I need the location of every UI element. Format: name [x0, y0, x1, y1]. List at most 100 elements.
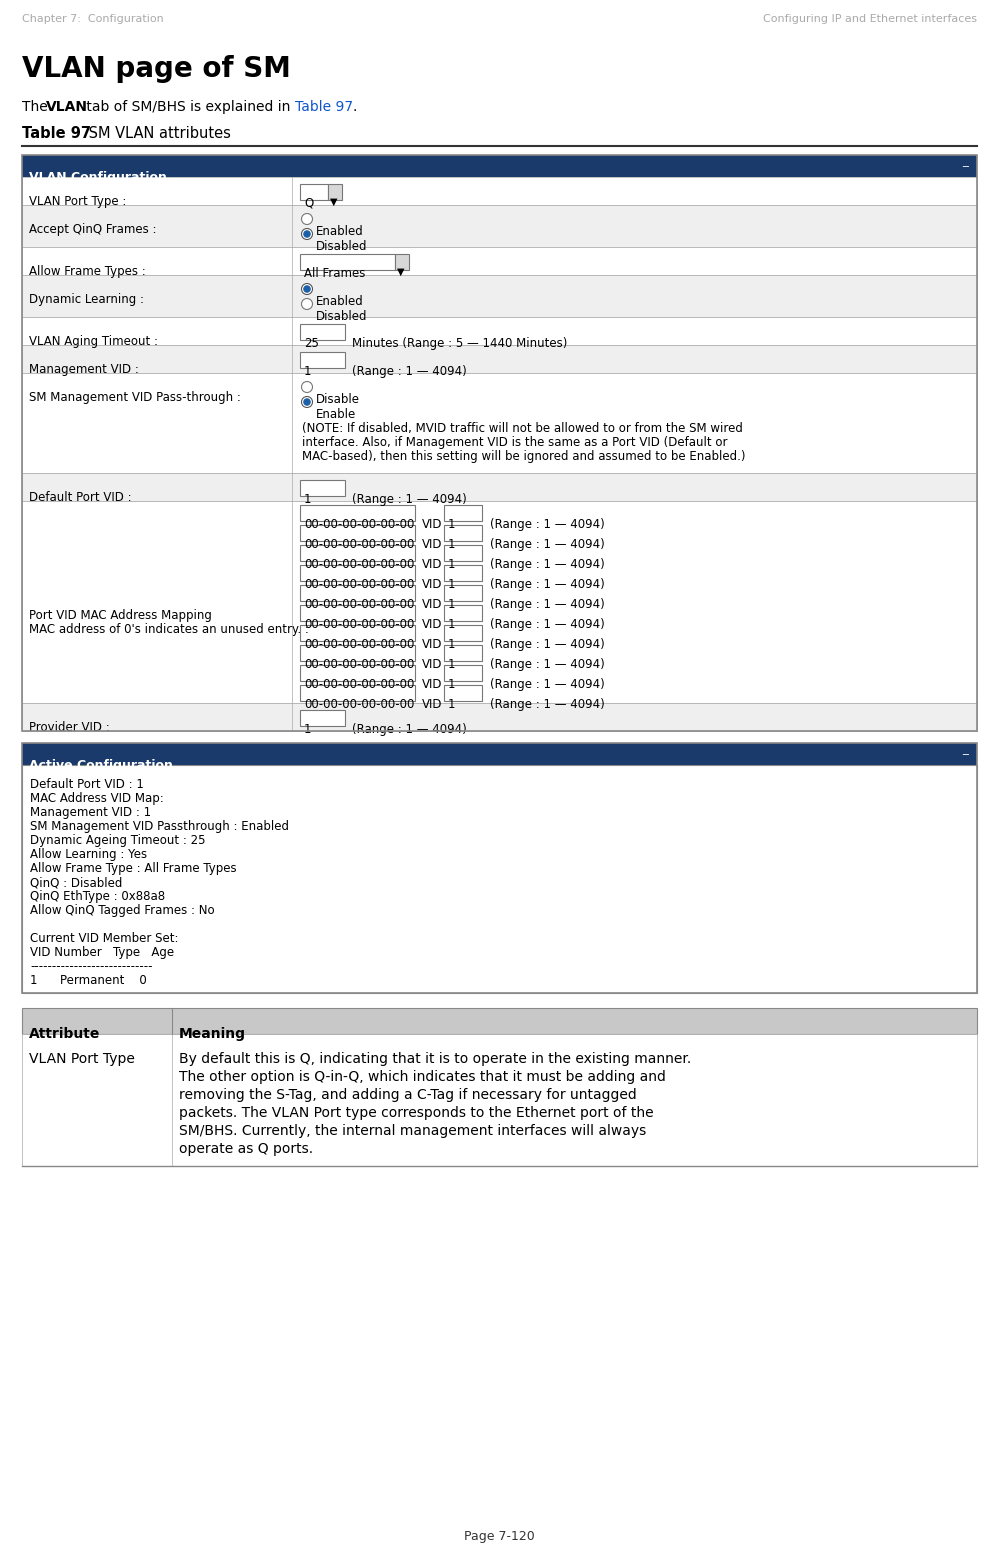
Text: (Range : 1 — 4094): (Range : 1 — 4094): [490, 617, 604, 631]
Text: (Range : 1 — 4094): (Range : 1 — 4094): [490, 698, 604, 711]
Text: Allow Learning : Yes: Allow Learning : Yes: [30, 847, 147, 861]
Bar: [22, 156, 977, 177]
Text: VID: VID: [422, 698, 443, 711]
Text: VID: VID: [422, 558, 443, 571]
Bar: [22, 205, 977, 247]
Bar: [444, 666, 482, 681]
Text: tab of SM/BHS is explained in: tab of SM/BHS is explained in: [82, 100, 295, 114]
Text: Page 7-120: Page 7-120: [464, 1530, 534, 1543]
Text: Chapter 7:  Configuration: Chapter 7: Configuration: [22, 14, 164, 23]
Text: Dynamic Ageing Timeout : 25: Dynamic Ageing Timeout : 25: [30, 833, 206, 847]
Bar: [300, 505, 415, 521]
Text: 00-00-00-00-00-00: 00-00-00-00-00-00: [304, 678, 415, 690]
Circle shape: [302, 397, 313, 407]
Text: Table 97: Table 97: [22, 126, 91, 142]
Text: VID: VID: [422, 638, 443, 652]
Text: Dynamic Learning :: Dynamic Learning :: [29, 292, 144, 306]
Text: Disabled: Disabled: [316, 309, 368, 323]
Text: 1: 1: [448, 698, 456, 711]
Bar: [300, 585, 415, 600]
Bar: [444, 564, 482, 582]
Text: 1: 1: [304, 493, 312, 505]
Bar: [22, 743, 977, 994]
Bar: [300, 526, 415, 541]
Text: Management VID : 1: Management VID : 1: [30, 805, 151, 819]
Bar: [444, 645, 482, 661]
Text: 00-00-00-00-00-00: 00-00-00-00-00-00: [304, 578, 415, 591]
Bar: [300, 564, 415, 582]
Text: 1      Permanent    0: 1 Permanent 0: [30, 973, 147, 987]
Text: operate as Q ports.: operate as Q ports.: [179, 1141, 313, 1155]
Text: Disabled: Disabled: [316, 239, 368, 253]
Text: Meaning: Meaning: [179, 1026, 246, 1040]
Bar: [300, 686, 415, 701]
Text: Accept QinQ Frames :: Accept QinQ Frames :: [29, 222, 157, 236]
Text: Active Configuration: Active Configuration: [29, 759, 173, 771]
Text: 1: 1: [448, 678, 456, 690]
Text: removing the S-Tag, and adding a C-Tag if necessary for untagged: removing the S-Tag, and adding a C-Tag i…: [179, 1088, 636, 1102]
Text: 00-00-00-00-00-00: 00-00-00-00-00-00: [304, 638, 415, 652]
Text: SM/BHS. Currently, the internal management interfaces will always: SM/BHS. Currently, the internal manageme…: [179, 1124, 646, 1138]
Bar: [300, 605, 415, 620]
Text: 1: 1: [448, 617, 456, 631]
Text: Attribute: Attribute: [29, 1026, 100, 1040]
Text: .: .: [353, 100, 358, 114]
Text: 00-00-00-00-00-00: 00-00-00-00-00-00: [304, 538, 415, 550]
Text: Enabled: Enabled: [316, 295, 364, 308]
Bar: [22, 275, 977, 317]
Bar: [444, 686, 482, 701]
Text: Table 97: Table 97: [295, 100, 353, 114]
Text: (Range : 1 — 4094): (Range : 1 — 4094): [352, 723, 467, 736]
Text: 1: 1: [304, 365, 312, 378]
Text: All Frames: All Frames: [304, 267, 366, 280]
Bar: [22, 177, 977, 205]
Text: VLAN page of SM: VLAN page of SM: [22, 54, 291, 82]
Text: Allow Frame Type : All Frame Types: Allow Frame Type : All Frame Types: [30, 861, 237, 875]
Bar: [300, 323, 345, 341]
Text: ▼: ▼: [397, 267, 405, 277]
Text: (Range : 1 — 4094): (Range : 1 — 4094): [490, 518, 604, 530]
Text: packets. The VLAN Port type corresponds to the Ethernet port of the: packets. The VLAN Port type corresponds …: [179, 1106, 653, 1120]
Text: 00-00-00-00-00-00: 00-00-00-00-00-00: [304, 558, 415, 571]
Bar: [444, 526, 482, 541]
Text: VID: VID: [422, 599, 443, 611]
Text: 1: 1: [448, 518, 456, 530]
Bar: [444, 605, 482, 620]
Text: (Range : 1 — 4094): (Range : 1 — 4094): [490, 599, 604, 611]
Bar: [444, 544, 482, 561]
Text: 1: 1: [448, 658, 456, 672]
Text: By default this is Q, indicating that it is to operate in the existing manner.: By default this is Q, indicating that it…: [179, 1053, 691, 1067]
Bar: [300, 544, 415, 561]
Text: ─: ─: [962, 162, 968, 173]
Text: ▼: ▼: [330, 197, 338, 207]
Bar: [300, 645, 415, 661]
Text: VID: VID: [422, 578, 443, 591]
Text: 1: 1: [304, 723, 312, 736]
Text: (Range : 1 — 4094): (Range : 1 — 4094): [352, 493, 467, 505]
Text: (Range : 1 — 4094): (Range : 1 — 4094): [490, 558, 604, 571]
Text: VID: VID: [422, 518, 443, 530]
Bar: [300, 183, 328, 201]
Bar: [22, 247, 977, 275]
Text: 1: 1: [448, 538, 456, 550]
Text: 1: 1: [448, 558, 456, 571]
Text: 1: 1: [448, 638, 456, 652]
Text: 1: 1: [448, 578, 456, 591]
Circle shape: [302, 381, 313, 392]
Bar: [22, 317, 977, 345]
Text: 25: 25: [304, 337, 319, 350]
Circle shape: [302, 283, 313, 294]
Text: (Range : 1 — 4094): (Range : 1 — 4094): [352, 365, 467, 378]
Text: VLAN: VLAN: [46, 100, 88, 114]
Text: 00-00-00-00-00-00: 00-00-00-00-00-00: [304, 698, 415, 711]
Text: QinQ : Disabled: QinQ : Disabled: [30, 875, 122, 889]
Bar: [395, 253, 409, 271]
Text: Default Port VID :: Default Port VID :: [29, 491, 132, 504]
Text: 00-00-00-00-00-00: 00-00-00-00-00-00: [304, 518, 415, 530]
Text: 00-00-00-00-00-00: 00-00-00-00-00-00: [304, 658, 415, 672]
Bar: [22, 1034, 977, 1166]
Text: Minutes (Range : 5 — 1440 Minutes): Minutes (Range : 5 — 1440 Minutes): [352, 337, 567, 350]
Text: VLAN Port Type: VLAN Port Type: [29, 1053, 135, 1067]
Bar: [22, 473, 977, 501]
Bar: [328, 183, 342, 201]
